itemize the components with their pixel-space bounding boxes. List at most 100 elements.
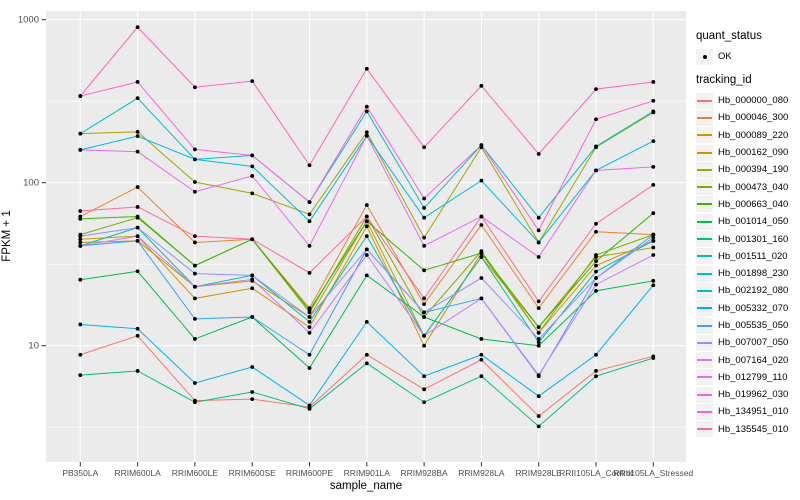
x-axis-title: sample_name bbox=[329, 480, 403, 492]
data-point bbox=[193, 157, 197, 162]
data-point bbox=[307, 308, 312, 313]
data-point bbox=[193, 271, 197, 276]
x-tick-label: RRIM928BA bbox=[400, 468, 448, 478]
data-point bbox=[364, 352, 369, 357]
data-point bbox=[364, 109, 369, 114]
legend-item-Hb_000000_080: Hb_000000_080 bbox=[696, 92, 788, 109]
legend-item-label: Hb_000046_300 bbox=[718, 112, 789, 124]
legend-item-label: Hb_000162_090 bbox=[718, 147, 789, 159]
data-point bbox=[594, 276, 598, 280]
data-point bbox=[135, 269, 140, 274]
data-point bbox=[594, 269, 598, 274]
data-point bbox=[250, 397, 255, 402]
legend-item-Hb_000089_220: Hb_000089_220 bbox=[696, 127, 788, 144]
legend-items: Hb_000000_080 Hb_000046_300 Hb_000089_220 H… bbox=[696, 92, 788, 438]
data-point bbox=[594, 253, 598, 257]
data-point bbox=[78, 240, 83, 245]
data-point bbox=[250, 164, 255, 169]
series-line-swatch-icon bbox=[696, 300, 713, 317]
x-tick-label: RRII105LA_Control bbox=[559, 468, 633, 478]
legend-tracking-id: tracking_id Hb_000000_080 Hb_000046_300 Hb… bbox=[696, 74, 788, 438]
data-point bbox=[364, 203, 369, 207]
data-point bbox=[364, 130, 369, 135]
data-point bbox=[536, 306, 541, 311]
legend-item-Hb_005332_070: Hb_005332_070 bbox=[696, 300, 788, 317]
data-point bbox=[78, 322, 83, 327]
data-point bbox=[307, 315, 312, 319]
data-point bbox=[135, 234, 140, 239]
legend-item-Hb_001511_020: Hb_001511_020 bbox=[696, 248, 788, 265]
legend-item-Hb_001301_160: Hb_001301_160 bbox=[696, 230, 789, 248]
x-tick-label: RRIM901LA bbox=[344, 468, 391, 478]
x-tick-label: RRIM600LA bbox=[114, 468, 161, 478]
series-line-swatch-icon bbox=[696, 317, 713, 334]
data-point bbox=[135, 214, 140, 219]
data-point bbox=[594, 352, 598, 357]
data-point bbox=[651, 235, 656, 240]
legend-item-label: Hb_000663_040 bbox=[718, 198, 789, 210]
data-point bbox=[594, 263, 598, 268]
data-point bbox=[250, 390, 255, 394]
data-point bbox=[422, 268, 426, 273]
legend-item-label: Hb_001014_050 bbox=[718, 216, 789, 228]
data-point bbox=[78, 216, 83, 221]
data-point bbox=[364, 273, 369, 278]
y-axis-title: FPKM + 1 bbox=[1, 210, 13, 262]
legend-item-ok: OK bbox=[696, 48, 762, 65]
data-point bbox=[193, 180, 197, 184]
data-point bbox=[250, 153, 255, 158]
data-point bbox=[307, 319, 312, 324]
y-tick-label: 10 bbox=[28, 341, 39, 352]
data-point bbox=[536, 330, 541, 335]
legend: quant_status OK tracking_id Hb_000000_08… bbox=[694, 0, 800, 500]
data-point bbox=[651, 98, 656, 103]
data-point bbox=[193, 234, 197, 239]
data-point bbox=[135, 238, 140, 243]
data-point bbox=[422, 333, 426, 338]
data-point bbox=[651, 80, 656, 84]
legend-item-label: Hb_002192_080 bbox=[718, 285, 789, 297]
legend-item-Hb_002192_080: Hb_002192_080 bbox=[696, 282, 788, 299]
data-point bbox=[193, 189, 197, 194]
data-point bbox=[422, 206, 426, 210]
data-point bbox=[364, 104, 369, 109]
legend-quant-status: quant_status OK bbox=[696, 30, 762, 65]
data-point bbox=[78, 147, 83, 152]
series-line-swatch-icon bbox=[696, 231, 713, 248]
data-point bbox=[193, 147, 197, 152]
data-point bbox=[364, 247, 369, 252]
data-point bbox=[536, 343, 541, 348]
data-point bbox=[651, 238, 656, 243]
data-point bbox=[479, 214, 484, 219]
data-point bbox=[307, 163, 312, 168]
data-point bbox=[307, 403, 312, 408]
data-point bbox=[307, 406, 312, 411]
data-point bbox=[364, 66, 369, 71]
legend-item-Hb_007164_020: Hb_007164_020 bbox=[696, 351, 788, 369]
data-point bbox=[135, 149, 140, 154]
data-point bbox=[594, 259, 598, 264]
legend-item-Hb_000473_040: Hb_000473_040 bbox=[696, 178, 788, 196]
data-point bbox=[250, 237, 255, 242]
data-point bbox=[78, 237, 83, 242]
data-point bbox=[250, 365, 255, 369]
legend-item-Hb_007007_050: Hb_007007_050 bbox=[696, 334, 788, 351]
legend-item-label: Hb_019962_030 bbox=[718, 389, 789, 401]
data-point bbox=[364, 319, 369, 324]
data-point bbox=[307, 366, 312, 370]
data-point bbox=[135, 225, 140, 230]
data-point bbox=[479, 374, 484, 379]
data-point bbox=[422, 145, 426, 150]
x-tick-label: RRIM928LE bbox=[516, 468, 563, 478]
legend-item-Hb_000046_300: Hb_000046_300 bbox=[696, 109, 788, 126]
data-point bbox=[536, 152, 541, 156]
legend-item-label: Hb_001301_160 bbox=[718, 233, 789, 245]
data-point bbox=[78, 243, 83, 248]
data-point bbox=[479, 143, 484, 148]
data-point bbox=[135, 185, 140, 189]
legend-item-label: Hb_000089_220 bbox=[718, 129, 789, 141]
data-point bbox=[307, 352, 312, 357]
data-point bbox=[250, 273, 255, 278]
data-point bbox=[422, 400, 426, 405]
